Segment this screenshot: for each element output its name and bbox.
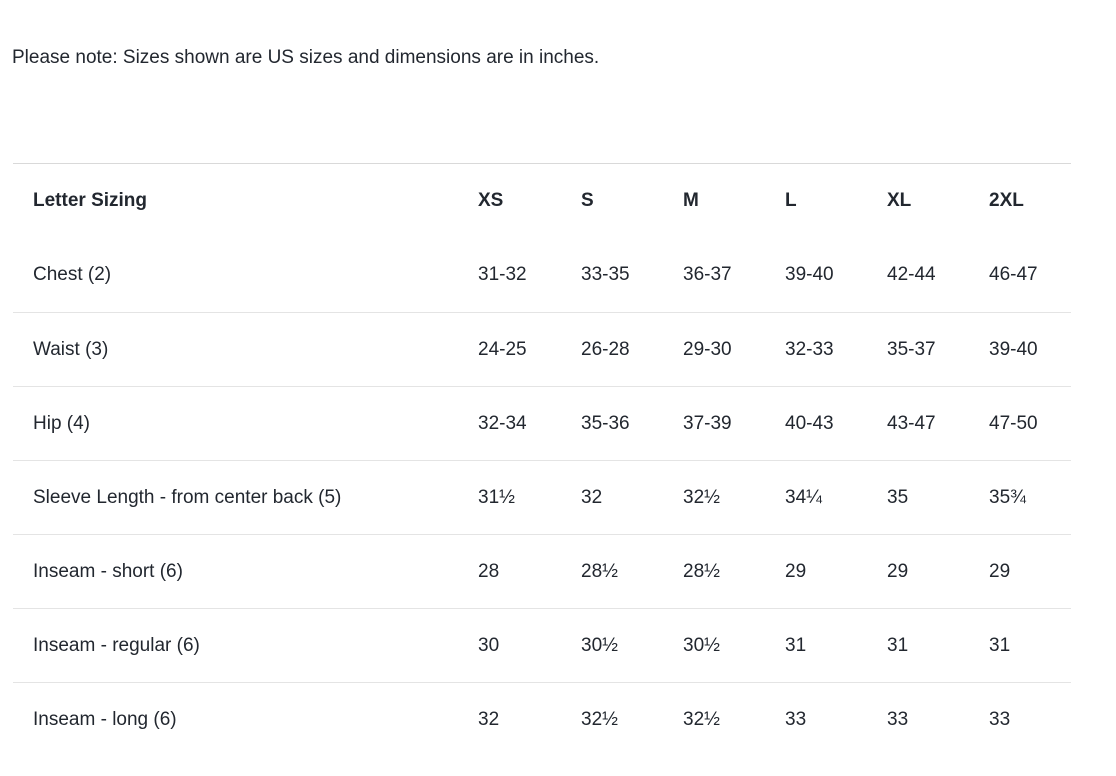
cell-value: 33: [785, 708, 807, 730]
cell-value: 32½: [581, 708, 618, 730]
size-chart-table: Letter Sizing XS S M L XL 2XL Chest (2) …: [13, 163, 1071, 757]
table-header-row: Letter Sizing XS S M L XL 2XL: [13, 164, 1071, 239]
header-cell-xl: XL: [887, 190, 912, 212]
header-cell-2xl: 2XL: [989, 190, 1024, 212]
cell-value: 24-25: [478, 338, 527, 360]
cell-value: 31-32: [478, 264, 527, 286]
cell-value: 32-33: [785, 338, 834, 360]
table-row-sleeve-length: Sleeve Length - from center back (5) 31½…: [13, 461, 1071, 535]
cell-value: 33-35: [581, 264, 630, 286]
row-label: Inseam - short (6): [33, 560, 183, 582]
cell-value: 29: [785, 560, 807, 582]
cell-value: 32½: [683, 708, 720, 730]
cell-value: 32-34: [478, 412, 527, 434]
cell-value: 31: [887, 634, 909, 656]
row-label: Inseam - regular (6): [33, 634, 200, 656]
cell-value: 30½: [683, 634, 720, 656]
table-row-chest: Chest (2) 31-32 33-35 36-37 39-40 42-44 …: [13, 239, 1071, 313]
cell-value: 28½: [581, 560, 618, 582]
row-label: Hip (4): [33, 412, 91, 434]
row-label: Sleeve Length - from center back (5): [33, 486, 342, 508]
row-label: Inseam - long (6): [33, 708, 177, 730]
cell-value: 33: [887, 708, 909, 730]
cell-value: 28: [478, 560, 500, 582]
table-row-waist: Waist (3) 24-25 26-28 29-30 32-33 35-37 …: [13, 313, 1071, 387]
cell-value: 35-36: [581, 412, 630, 434]
table-row-inseam-regular: Inseam - regular (6) 30 30½ 30½ 31 31 31: [13, 609, 1071, 683]
table-row-hip: Hip (4) 32-34 35-36 37-39 40-43 43-47 47…: [13, 387, 1071, 461]
cell-value: 32: [478, 708, 500, 730]
header-cell-m: M: [683, 190, 699, 212]
cell-value: 29: [887, 560, 909, 582]
note-text: Please note: Sizes shown are US sizes an…: [12, 47, 600, 68]
row-label: Waist (3): [33, 338, 109, 360]
cell-value: 31: [785, 634, 807, 656]
cell-value: 31½: [478, 486, 515, 508]
header-cell-letter-sizing: Letter Sizing: [33, 190, 148, 212]
cell-value: 35¾: [989, 486, 1026, 508]
cell-value: 39-40: [989, 338, 1038, 360]
cell-value: 42-44: [887, 264, 936, 286]
header-cell-xs: XS: [478, 190, 504, 212]
header-cell-l: L: [785, 190, 797, 212]
table-row-inseam-long: Inseam - long (6) 32 32½ 32½ 33 33 33: [13, 683, 1071, 757]
cell-value: 36-37: [683, 264, 732, 286]
cell-value: 29-30: [683, 338, 732, 360]
cell-value: 31: [989, 634, 1011, 656]
cell-value: 47-50: [989, 412, 1038, 434]
cell-value: 26-28: [581, 338, 630, 360]
cell-value: 28½: [683, 560, 720, 582]
cell-value: 35: [887, 486, 909, 508]
cell-value: 46-47: [989, 264, 1038, 286]
cell-value: 37-39: [683, 412, 732, 434]
row-label: Chest (2): [33, 264, 112, 286]
cell-value: 34¼: [785, 486, 822, 508]
header-cell-s: S: [581, 190, 594, 212]
cell-value: 30: [478, 634, 500, 656]
cell-value: 32½: [683, 486, 720, 508]
cell-value: 39-40: [785, 264, 834, 286]
cell-value: 40-43: [785, 412, 834, 434]
cell-value: 33: [989, 708, 1011, 730]
table-row-inseam-short: Inseam - short (6) 28 28½ 28½ 29 29 29: [13, 535, 1071, 609]
cell-value: 30½: [581, 634, 618, 656]
cell-value: 32: [581, 486, 603, 508]
cell-value: 43-47: [887, 412, 936, 434]
cell-value: 35-37: [887, 338, 936, 360]
cell-value: 29: [989, 560, 1011, 582]
